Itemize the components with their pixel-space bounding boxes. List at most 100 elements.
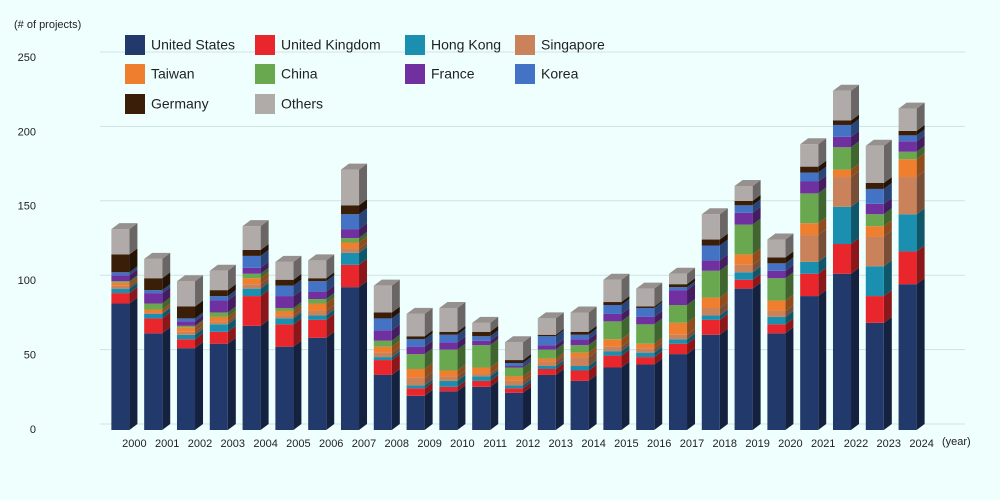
bar-segment bbox=[144, 333, 163, 430]
legend-swatch bbox=[515, 64, 535, 84]
bar-segment bbox=[242, 278, 261, 285]
bar-segment bbox=[340, 238, 360, 243]
bar-side bbox=[752, 248, 761, 265]
bar-segment bbox=[275, 261, 294, 280]
bar-segment bbox=[898, 251, 917, 285]
bar-side bbox=[227, 325, 236, 344]
bar-side bbox=[424, 340, 433, 355]
bar-side bbox=[195, 315, 204, 326]
bar-segment bbox=[767, 270, 786, 279]
bar-segment bbox=[865, 182, 884, 189]
bar-side bbox=[621, 299, 630, 314]
bar-side bbox=[818, 187, 827, 224]
bar-segment bbox=[832, 90, 852, 121]
bar-side bbox=[195, 325, 204, 335]
bar-segment bbox=[308, 278, 327, 282]
bar-side bbox=[129, 276, 138, 286]
bar-side bbox=[391, 346, 400, 358]
x-tick-label: 2016 bbox=[647, 438, 671, 450]
bar-side bbox=[621, 273, 630, 303]
bar-side bbox=[555, 355, 564, 367]
legend-swatch bbox=[125, 94, 145, 114]
bar-segment bbox=[701, 270, 720, 298]
bar-segment bbox=[472, 340, 491, 346]
bar-side bbox=[687, 348, 696, 430]
x-tick-label: 2002 bbox=[188, 438, 212, 450]
bar-side bbox=[555, 362, 564, 375]
bar-segment bbox=[734, 224, 753, 255]
bar-segment bbox=[636, 357, 655, 365]
bar-segment bbox=[800, 166, 819, 173]
bar-side bbox=[129, 269, 138, 282]
bar-segment bbox=[111, 254, 130, 273]
bar-segment bbox=[668, 354, 688, 430]
bar-segment bbox=[340, 214, 360, 230]
bar-segment bbox=[603, 346, 622, 352]
bar-top bbox=[832, 84, 860, 91]
bar-side bbox=[687, 284, 696, 306]
bar-segment bbox=[570, 380, 589, 430]
bar-segment bbox=[767, 278, 786, 301]
bar-side bbox=[195, 328, 204, 340]
bar-segment bbox=[636, 316, 655, 325]
bar-segment bbox=[340, 252, 360, 265]
bar-side bbox=[490, 334, 499, 346]
bar-segment bbox=[701, 214, 720, 240]
bar-side bbox=[687, 337, 696, 355]
bar-segment bbox=[504, 367, 524, 377]
bar-segment bbox=[767, 239, 786, 258]
bar-segment bbox=[406, 346, 425, 355]
bar-side bbox=[621, 340, 630, 352]
bar-segment bbox=[275, 279, 294, 286]
legend-label: United Kingdom bbox=[281, 37, 381, 53]
legend-label: Korea bbox=[541, 66, 579, 82]
bar-side bbox=[818, 160, 827, 173]
bar-segment bbox=[275, 315, 294, 319]
bar-side bbox=[490, 361, 499, 374]
bar-side bbox=[523, 382, 532, 393]
bar-segment bbox=[439, 307, 458, 332]
bar-side bbox=[326, 313, 335, 338]
bar-side bbox=[260, 319, 269, 430]
bar-side bbox=[687, 267, 696, 285]
bar-segment bbox=[144, 293, 163, 304]
bar-segment bbox=[800, 193, 819, 224]
x-tick-label: 2004 bbox=[253, 438, 277, 450]
bar-side bbox=[523, 374, 532, 386]
bar-segment bbox=[242, 226, 261, 250]
x-tick-label: 2018 bbox=[713, 438, 737, 450]
bar-segment bbox=[209, 316, 228, 322]
bar-side bbox=[260, 261, 269, 274]
bar-side bbox=[555, 330, 564, 346]
bar-segment bbox=[340, 229, 360, 239]
bar-side bbox=[326, 275, 335, 292]
bar-side bbox=[916, 135, 925, 152]
bar-side bbox=[457, 374, 466, 387]
bar-segment bbox=[570, 339, 589, 346]
bar-segment bbox=[242, 296, 261, 326]
bar-side bbox=[391, 312, 400, 331]
bar-segment bbox=[734, 185, 753, 201]
bar-segment bbox=[373, 374, 392, 430]
x-tick-label: 2014 bbox=[581, 438, 605, 450]
legend-label: Germany bbox=[151, 96, 209, 112]
bar-segment bbox=[242, 255, 261, 268]
bar-side bbox=[195, 319, 204, 328]
bar-segment bbox=[209, 321, 228, 325]
bar-segment bbox=[439, 386, 458, 392]
bar-segment bbox=[636, 364, 655, 430]
bar-side bbox=[916, 278, 925, 430]
bar-segment bbox=[898, 177, 917, 215]
bar-segment bbox=[537, 358, 556, 362]
bar-side bbox=[851, 84, 860, 121]
bar-segment bbox=[209, 331, 228, 344]
bar-top bbox=[439, 301, 466, 308]
bar-segment bbox=[734, 212, 753, 225]
bar-side bbox=[851, 130, 860, 148]
bar-top bbox=[603, 273, 630, 280]
bar-side bbox=[588, 351, 597, 367]
bar-segment bbox=[111, 282, 130, 286]
bar-side bbox=[293, 279, 302, 297]
bar-segment bbox=[800, 261, 819, 274]
bar-segment bbox=[308, 319, 327, 338]
